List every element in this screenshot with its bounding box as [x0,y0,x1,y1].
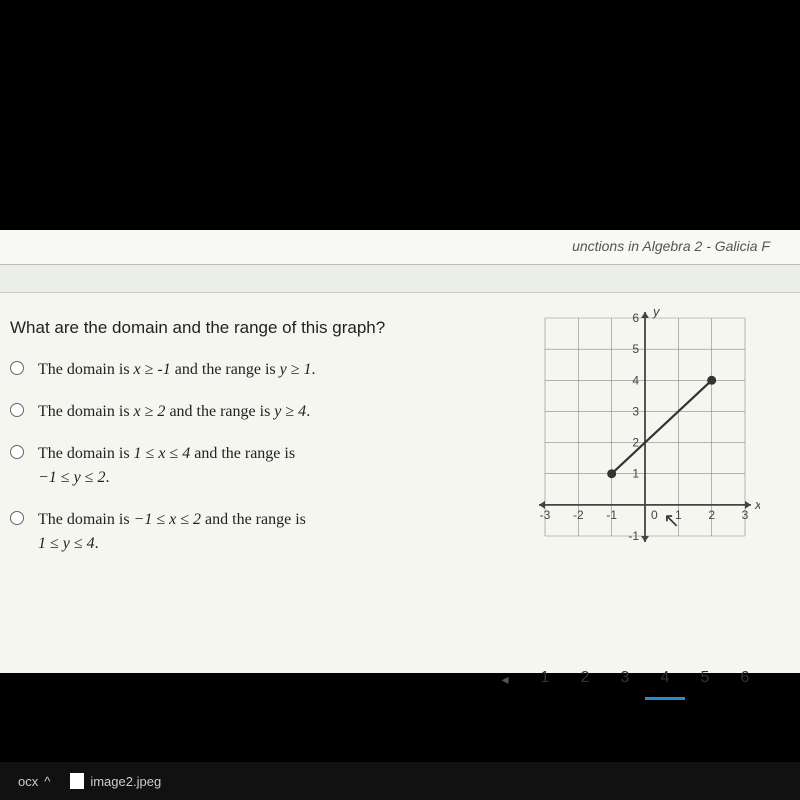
sub-header [0,265,800,293]
option-4-label: The domain is −1 ≤ x ≤ 2 and the range i… [38,508,306,556]
page-6[interactable]: 6 [725,658,765,700]
option-2-label: The domain is x ≥ 2 and the range is y ≥… [38,400,310,424]
taskbar-ext-label: ocx [18,774,38,789]
question-block: What are the domain and the range of thi… [10,318,490,574]
page-4[interactable]: 4 [645,658,685,700]
svg-text:-1: -1 [606,508,617,522]
graph-chart: -3-2-10123-1123456xy [525,308,760,558]
svg-text:1: 1 [632,467,639,481]
svg-text:-1: -1 [628,529,639,543]
page-1[interactable]: 1 [525,658,565,700]
option-1[interactable]: The domain is x ≥ -1 and the range is y … [10,358,490,382]
taskbar: ocx ^ image2.jpeg [0,762,800,800]
svg-text:3: 3 [742,508,749,522]
svg-text:0: 0 [651,508,658,522]
question-content: What are the domain and the range of thi… [0,293,800,673]
option-4[interactable]: The domain is −1 ≤ x ≤ 2 and the range i… [10,508,490,556]
svg-text:4: 4 [632,373,639,387]
mouse-cursor-icon: ↖ [663,508,680,533]
option-2[interactable]: The domain is x ≥ 2 and the range is y ≥… [10,400,490,424]
page-2[interactable]: 2 [565,658,605,700]
option-1-label: The domain is x ≥ -1 and the range is y … [38,358,316,382]
svg-text:2: 2 [708,508,715,522]
header-breadcrumb: unctions in Algebra 2 - Galicia F [572,238,770,254]
svg-text:3: 3 [632,404,639,418]
pagination: ◂ 1 2 3 4 5 6 [485,658,765,700]
prev-page-button[interactable]: ◂ [485,658,525,700]
option-3[interactable]: The domain is 1 ≤ x ≤ 4 and the range is… [10,442,490,490]
radio-icon[interactable] [10,403,24,417]
question-prompt: What are the domain and the range of thi… [10,318,490,338]
svg-text:5: 5 [632,342,639,356]
file-icon [70,773,84,789]
svg-text:-2: -2 [573,508,584,522]
radio-icon[interactable] [10,445,24,459]
caret-up-icon: ^ [44,774,50,789]
page-3[interactable]: 3 [605,658,645,700]
option-3-label: The domain is 1 ≤ x ≤ 4 and the range is… [38,442,295,490]
taskbar-image-item[interactable]: image2.jpeg [60,769,171,793]
page-5[interactable]: 5 [685,658,725,700]
radio-icon[interactable] [10,511,24,525]
taskbar-doc-item[interactable]: ocx ^ [8,770,60,793]
svg-text:6: 6 [632,311,639,325]
top-black-region [0,0,800,230]
svg-text:x: x [754,497,760,512]
bottom-black-region: ocx ^ image2.jpeg [0,705,800,800]
page-header: unctions in Algebra 2 - Galicia F [0,230,800,265]
svg-text:-3: -3 [540,508,551,522]
radio-icon[interactable] [10,361,24,375]
taskbar-filename: image2.jpeg [90,774,161,789]
